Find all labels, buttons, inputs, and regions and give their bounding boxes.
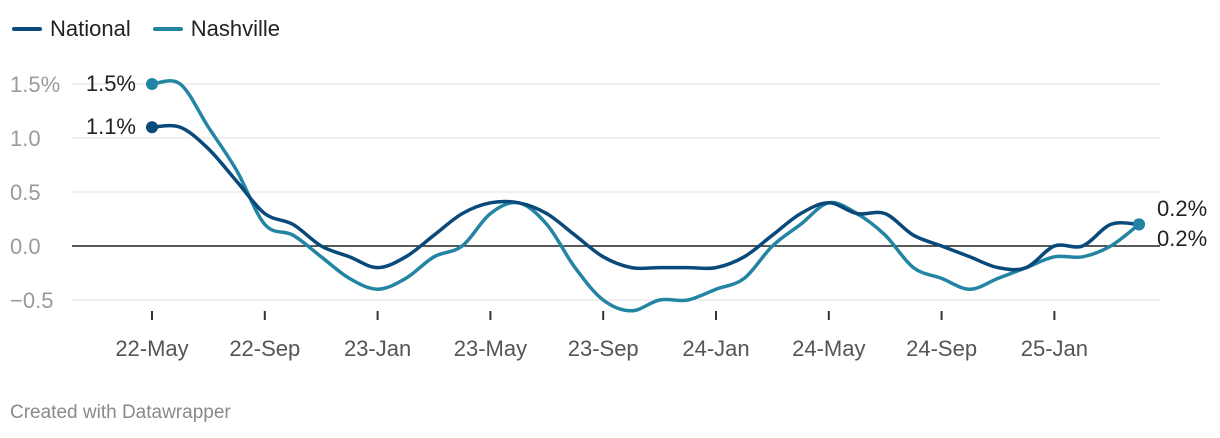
legend-label-national: National [50, 16, 131, 41]
series-line-nashville [150, 79, 1141, 313]
footer-credit: Created with Datawrapper [10, 402, 231, 423]
legend-label-nashville: Nashville [190, 16, 280, 41]
start-label-national: 1.1% [86, 114, 136, 139]
end-label-national: 0.2% [1157, 196, 1207, 221]
end-marker-nashville [1133, 218, 1145, 231]
legend-swatch-nashville [152, 27, 183, 31]
legend: National Nashville [12, 16, 280, 42]
x-tick-label: 25-Jan [1021, 336, 1088, 361]
x-tick-label: 24-Jan [682, 336, 749, 361]
y-tick-label: 0.0 [10, 234, 41, 259]
x-tick-label: 22-Sep [229, 336, 300, 361]
start-marker-nashville [146, 78, 158, 90]
end-label-nashville: 0.2% [1157, 226, 1207, 251]
legend-item-nashville: Nashville [152, 16, 280, 42]
x-tick-label: 23-Sep [568, 336, 639, 361]
x-tick-label: 23-May [454, 336, 527, 361]
legend-item-national: National [12, 16, 131, 42]
x-tick-label: 22-May [115, 336, 188, 361]
legend-swatch-national [12, 27, 42, 31]
start-marker-national [146, 121, 158, 134]
series-line-national [150, 123, 1141, 272]
y-tick-label: 0.5 [10, 180, 41, 205]
y-tick-label: −0.5 [10, 288, 53, 313]
x-tick-label: 24-Sep [906, 336, 977, 361]
x-tick-label: 23-Jan [344, 336, 411, 361]
x-tick-label: 24-May [792, 336, 865, 361]
y-tick-label: 1.0 [10, 126, 41, 151]
start-label-nashville: 1.5% [86, 71, 136, 96]
y-tick-label: 1.5% [10, 72, 60, 97]
